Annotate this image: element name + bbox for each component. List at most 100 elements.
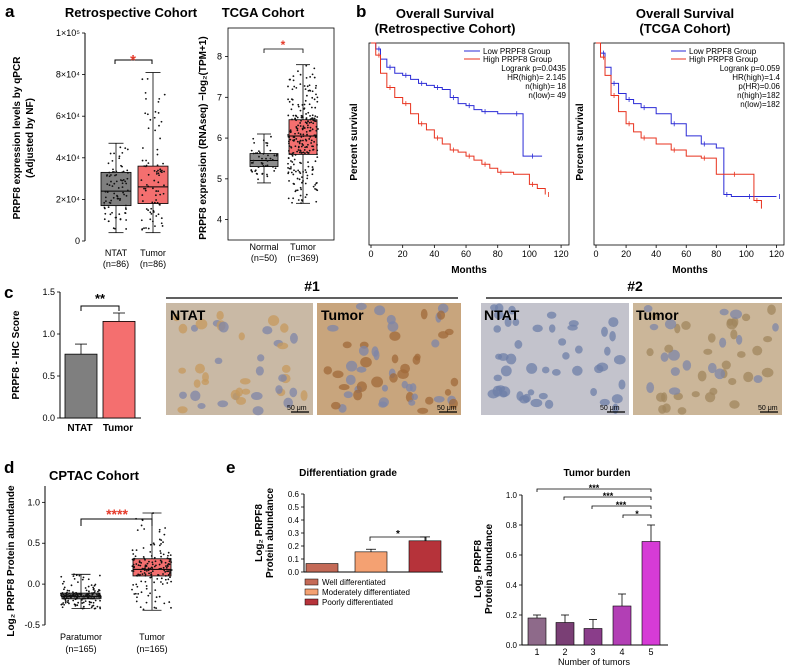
d-tumor-point bbox=[135, 600, 138, 603]
a1-tumor-point bbox=[145, 227, 147, 229]
a1-tumor-point bbox=[159, 193, 162, 196]
d-paratumor-point bbox=[90, 595, 93, 598]
a2-normal-point bbox=[257, 166, 260, 169]
d-paratumor-point bbox=[73, 573, 75, 576]
e1-ticklabel: 0.3 bbox=[288, 529, 300, 538]
a1-tumor-point bbox=[156, 153, 159, 156]
d-cat-tumor: Tumor bbox=[139, 632, 165, 642]
cell-nucleus bbox=[218, 321, 229, 333]
d-tumor-point bbox=[143, 572, 146, 574]
a1-tumor-point bbox=[153, 170, 156, 172]
e1-legend-1: Moderately differentiated bbox=[322, 588, 410, 597]
cell-nucleus bbox=[323, 366, 333, 375]
b2-title-2: (TCGA Cohort) bbox=[639, 21, 730, 36]
d-paratumor-point bbox=[89, 597, 92, 600]
cell-nucleus bbox=[401, 380, 409, 389]
d-tumor-point bbox=[151, 563, 154, 566]
a1-ntat-point bbox=[114, 216, 117, 219]
d-tumor-point bbox=[155, 564, 157, 567]
a1-ntat-point bbox=[103, 218, 106, 221]
d-paratumor-point bbox=[86, 595, 89, 598]
a1-ntat-point bbox=[119, 218, 122, 221]
cell-nucleus bbox=[238, 332, 245, 341]
b1-legend-low: Low PRPF8 Group bbox=[483, 47, 551, 56]
d-paratumor-point bbox=[72, 591, 74, 594]
a2-tumor-point bbox=[315, 182, 318, 185]
d-tumor-point bbox=[135, 583, 138, 586]
a2-tumor-point bbox=[299, 150, 302, 152]
a2-tumor-point bbox=[312, 119, 315, 122]
d-paratumor-point bbox=[75, 597, 78, 600]
b1-stat-2: n(high)= 18 bbox=[525, 82, 566, 91]
e1-bar-0 bbox=[305, 563, 339, 573]
d-paratumor-point bbox=[84, 587, 87, 589]
a2-normal-point bbox=[276, 153, 278, 156]
a1-tumor-point bbox=[149, 218, 152, 221]
cell-nucleus bbox=[611, 394, 623, 404]
a1-tumor-point bbox=[146, 113, 149, 116]
a1-tumor-point bbox=[143, 187, 145, 190]
cell-nucleus bbox=[374, 305, 386, 316]
d-ticklabel: 0.5 bbox=[27, 538, 40, 548]
a2-tumor-point bbox=[300, 188, 302, 191]
d-paratumor-point bbox=[80, 599, 83, 601]
b1-title-2: (Retrospective Cohort) bbox=[375, 21, 516, 36]
a2-normal-point bbox=[252, 159, 255, 162]
d-paratumor-point bbox=[60, 575, 63, 578]
a1-ntat-point bbox=[117, 197, 120, 200]
d-paratumor-point bbox=[65, 592, 67, 595]
a1-tumor-point bbox=[143, 227, 145, 230]
d-tumor-point bbox=[137, 592, 140, 595]
e2-ticklabel: 0.8 bbox=[506, 521, 518, 530]
d-tumor-point bbox=[168, 560, 171, 563]
d-paratumor-point bbox=[90, 606, 93, 609]
d-tumor-point bbox=[153, 556, 156, 559]
a2-tumor-point bbox=[314, 115, 317, 118]
d-paratumor-point bbox=[63, 586, 66, 589]
a1-ntat-point bbox=[121, 186, 124, 188]
d-tumor-point bbox=[143, 528, 146, 530]
cell-nucleus bbox=[664, 319, 677, 330]
d-tumor-point bbox=[149, 576, 152, 579]
a2-tumor-point bbox=[313, 134, 316, 137]
a1-ntat-point bbox=[109, 213, 112, 216]
a2-ticklabel: 8 bbox=[217, 52, 222, 62]
d-tumor-point bbox=[152, 512, 155, 514]
a1-tumor-point bbox=[140, 219, 143, 222]
b2-marks-xticklabel: 20 bbox=[621, 249, 631, 259]
a2-tumor-point bbox=[314, 184, 317, 186]
e2-xticklabel: 4 bbox=[619, 647, 624, 657]
cell-nucleus bbox=[608, 317, 619, 328]
cell-nucleus bbox=[433, 395, 445, 403]
micrograph-2 bbox=[317, 302, 461, 415]
panel-a2-title: TCGA Cohort bbox=[222, 5, 305, 20]
a2-tumor-point bbox=[287, 98, 289, 101]
a1-tumor-point bbox=[144, 187, 147, 190]
e1-ylabel-1: Log₂ PRPF8 bbox=[254, 504, 265, 562]
a2-tumor-point bbox=[306, 177, 309, 180]
d-paratumor-point bbox=[92, 586, 95, 589]
a1-tumor-point bbox=[141, 228, 144, 230]
a1-tumor-point bbox=[156, 164, 159, 167]
cell-nucleus bbox=[408, 399, 416, 406]
d-tumor-point bbox=[145, 569, 148, 572]
cell-nucleus bbox=[193, 379, 201, 388]
cell-nucleus bbox=[289, 332, 298, 344]
e1-bar-2 bbox=[408, 540, 442, 573]
e1-significance: * bbox=[396, 529, 400, 540]
a2-normal-point bbox=[254, 152, 257, 155]
cell-nucleus bbox=[590, 387, 597, 397]
a2-tumor-point bbox=[301, 104, 304, 106]
d-paratumor-point bbox=[98, 589, 100, 592]
c-ylabel: PRPF8 - IHC Score bbox=[11, 310, 22, 399]
a2-tumor-point bbox=[295, 170, 297, 173]
d-tumor-point bbox=[153, 581, 156, 584]
d-tumor-point bbox=[167, 554, 169, 557]
cell-nucleus bbox=[500, 365, 512, 377]
a2-tumor-point bbox=[304, 152, 306, 155]
cell-nucleus bbox=[609, 331, 616, 342]
d-paratumor-point bbox=[83, 597, 85, 600]
d-tumor-point bbox=[166, 557, 169, 560]
d-tumor-point bbox=[140, 591, 143, 594]
a2-normal-point bbox=[271, 158, 274, 161]
